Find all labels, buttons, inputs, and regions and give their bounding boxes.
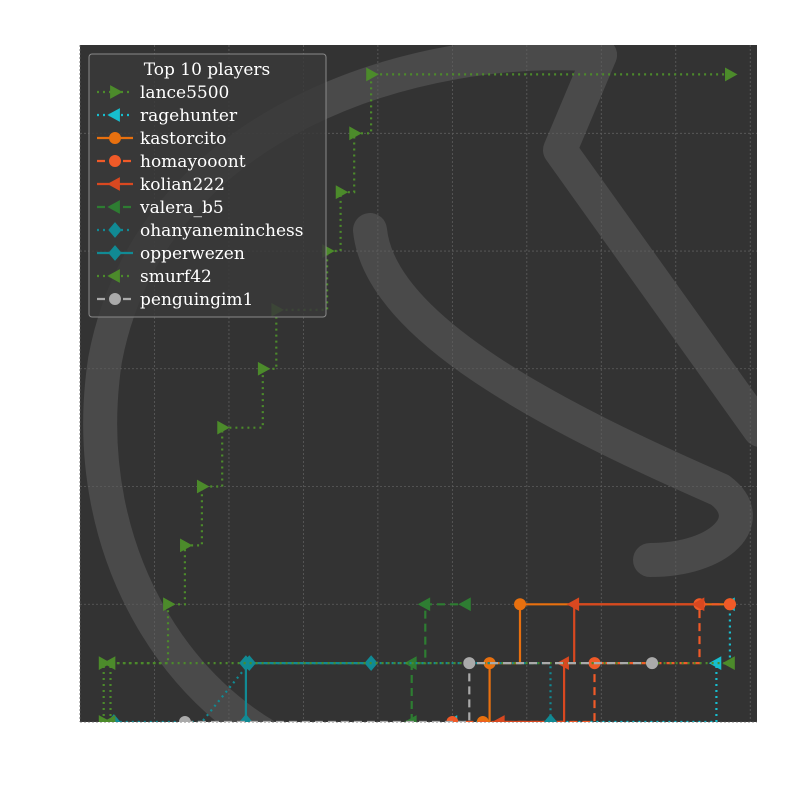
series-point-kastorcito: [514, 598, 527, 611]
legend-label: kastorcito: [140, 129, 226, 149]
series-line-smurf42: [109, 662, 730, 722]
series-point-penguingim1: [463, 657, 476, 670]
legend-marker-penguingim1: [109, 293, 121, 305]
series-point-lance5500: [349, 126, 362, 141]
series-line-penguingim1: [184, 662, 653, 722]
series-point-smurf42: [102, 656, 116, 671]
legend-items: lance5500 ragehunter kastorcito homayooont k…: [97, 83, 304, 310]
legend-label: ragehunter: [140, 106, 238, 126]
legend-item-penguingim1: penguingim1: [97, 290, 253, 310]
series-point-penguingim1: [178, 716, 191, 722]
legend-item-ragehunter: ragehunter: [97, 106, 238, 126]
series-smurf42: [102, 656, 735, 722]
legend-marker-opperwezen: [108, 245, 122, 261]
legend-item-smurf42: smurf42: [97, 267, 212, 287]
series-point-kastorcito: [476, 716, 489, 722]
legend-marker-valera_b5: [107, 200, 120, 214]
series-point-penguingim1: [646, 657, 659, 670]
legend-marker-lance5500: [110, 85, 123, 99]
series-point-lance5500: [98, 715, 112, 722]
legend-marker-kolian222: [107, 177, 120, 191]
series-point-homayooont: [446, 716, 459, 722]
series-point-opperwezen: [239, 655, 253, 672]
series-layer: [98, 67, 738, 722]
legend-item-lance5500: lance5500: [97, 83, 229, 103]
series-point-valera_b5: [404, 715, 417, 722]
series-point-smurf42: [722, 656, 735, 671]
series-opperwezen: [239, 655, 378, 722]
legend-marker-ohanyaneminchess: [108, 222, 122, 238]
series-point-lance5500: [257, 361, 271, 376]
series-line-kolian222: [499, 603, 700, 722]
legend-label: opperwezen: [140, 244, 245, 264]
series-point-opperwezen: [239, 714, 253, 722]
watermark-knight-logo: [83, 45, 757, 722]
legend-label: penguingim1: [140, 290, 253, 310]
legend-label: ohanyaneminchess: [140, 221, 304, 241]
series-point-lance5500: [366, 67, 379, 82]
legend-label: kolian222: [140, 175, 225, 195]
series-line-opperwezen: [244, 662, 372, 722]
legend-title: Top 10 players: [144, 60, 271, 80]
series-point-lance5500: [217, 420, 230, 435]
legend-item-valera_b5: valera_b5: [97, 198, 224, 218]
series-point-lance5500: [163, 597, 176, 612]
legend-item-homayooont: homayooont: [97, 152, 246, 172]
legend-box: [88, 53, 327, 318]
legend-item-ohanyaneminchess: ohanyaneminchess: [97, 221, 304, 241]
series-point-valera_b5: [417, 597, 431, 612]
series-point-ragehunter: [708, 656, 722, 671]
series-point-kolian222: [566, 597, 580, 612]
legend-label: valera_b5: [139, 198, 224, 218]
series-point-lance5500: [335, 185, 349, 200]
legend: Top 10 players lance5500 ragehunter kastor…: [88, 53, 327, 318]
legend-marker-smurf42: [107, 269, 120, 283]
series-penguingim1: [178, 657, 659, 722]
legend-label: smurf42: [140, 267, 212, 287]
legend-label: lance5500: [140, 83, 229, 103]
legend-item-kastorcito: kastorcito: [97, 129, 226, 149]
legend-item-kolian222: kolian222: [97, 175, 225, 195]
series-point-lance5500: [180, 538, 193, 553]
series-point-kolian222: [691, 597, 705, 612]
series-point-kolian222: [492, 715, 505, 722]
legend-marker-ragehunter: [107, 108, 120, 122]
series-point-valera_b5: [458, 597, 471, 612]
series-point-lance5500: [196, 479, 210, 494]
series-point-ohanyaneminchess: [543, 714, 558, 722]
legend-marker-kastorcito: [109, 132, 121, 144]
legend-marker-homayooont: [109, 155, 121, 167]
series-point-lance5500: [725, 67, 738, 82]
series-point-smurf42: [102, 715, 116, 722]
legend-label: homayooont: [140, 152, 246, 172]
series-point-homayooont: [723, 598, 736, 611]
legend-item-opperwezen: opperwezen: [97, 244, 245, 264]
